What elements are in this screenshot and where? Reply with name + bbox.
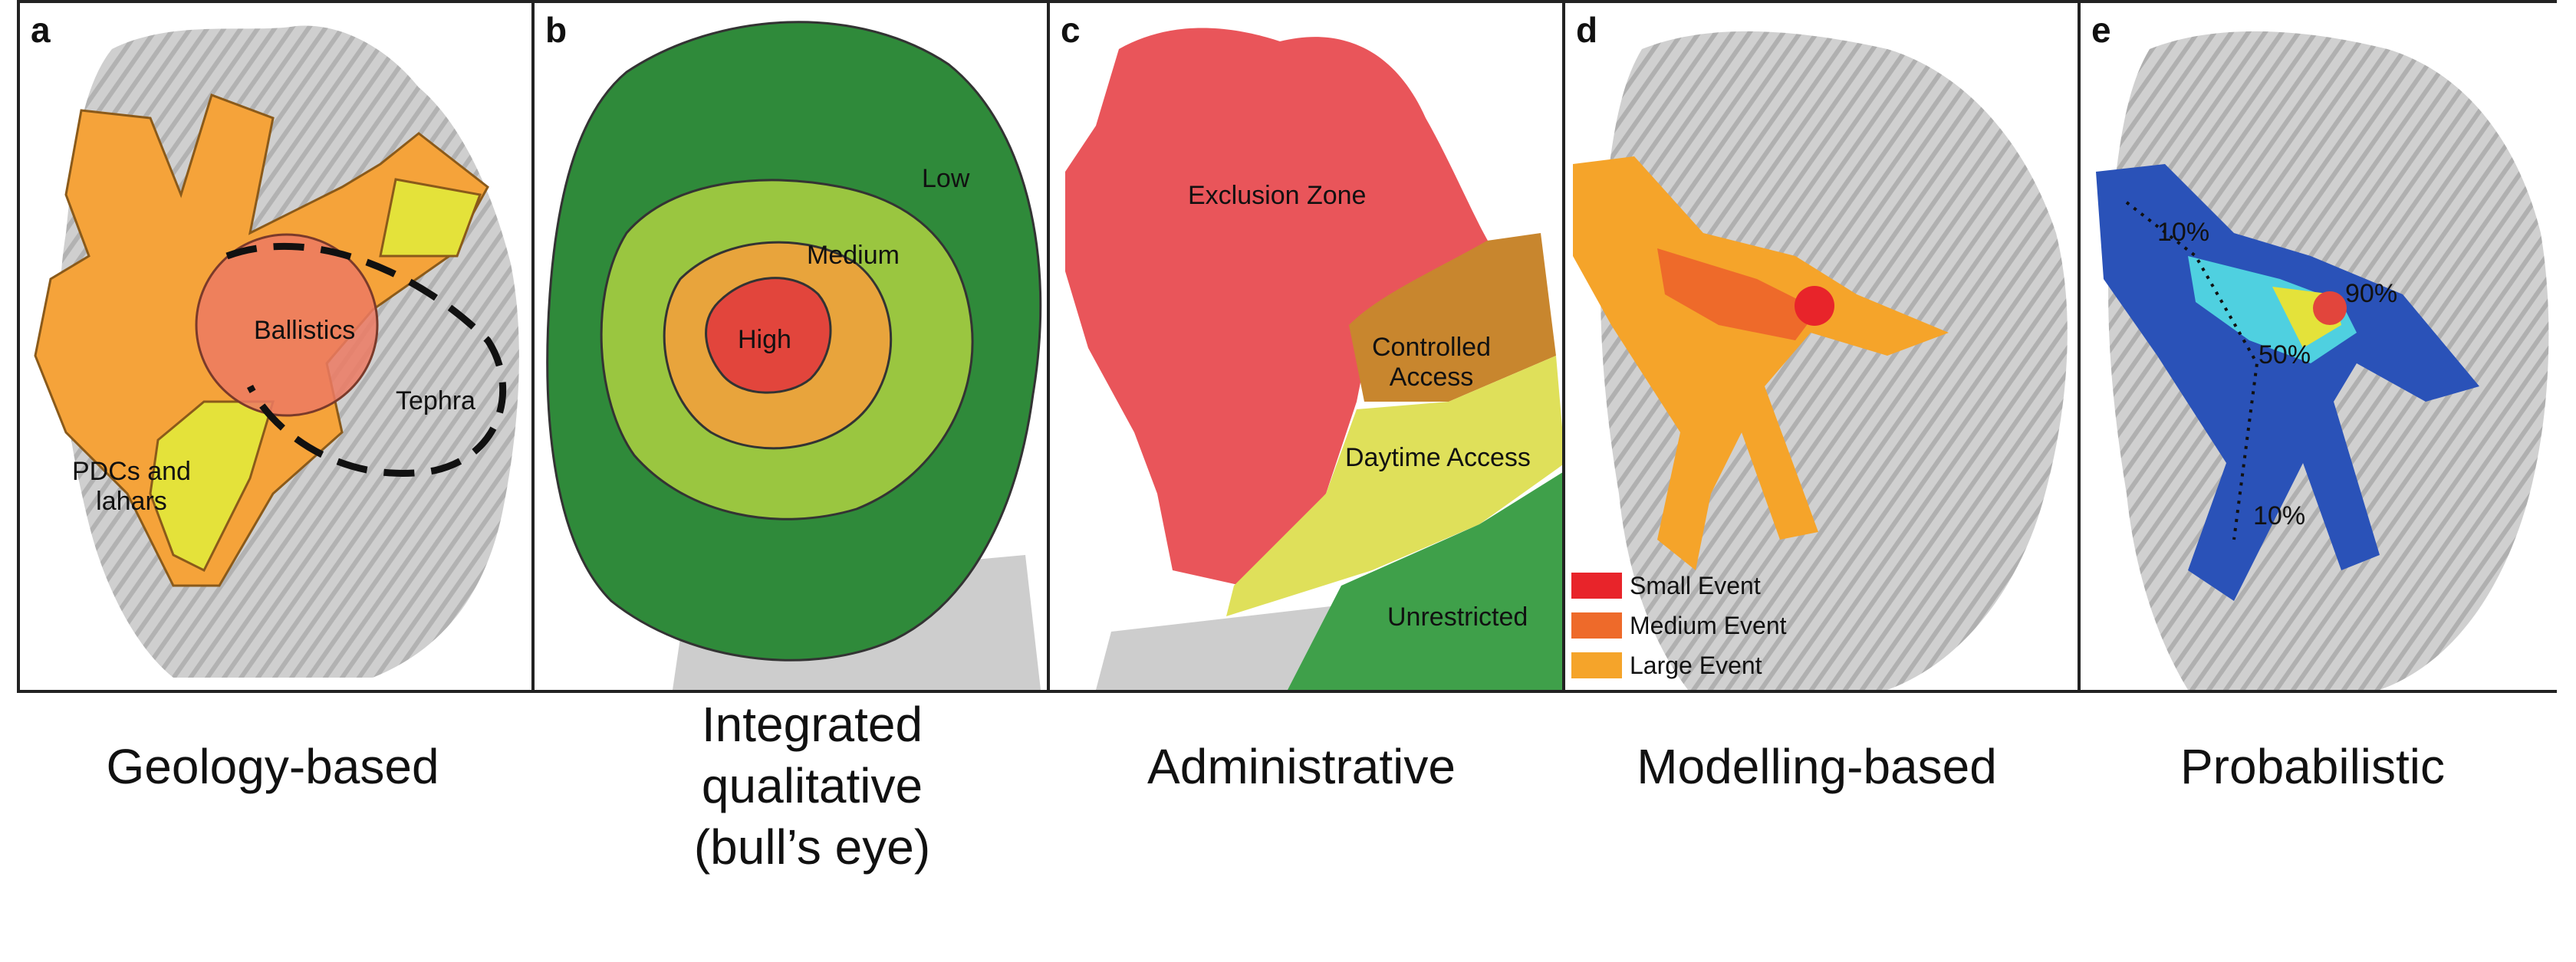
panel-b-bullseye: b Low Medium High bbox=[531, 3, 1050, 690]
high-label: High bbox=[738, 325, 791, 354]
unrestricted-label: Unrestricted bbox=[1387, 602, 1528, 632]
legend-label: Large Event bbox=[1630, 651, 1762, 679]
controlled-access-label: Controlled Access bbox=[1372, 333, 1491, 392]
p10-south-label: 10% bbox=[2253, 501, 2306, 530]
panel-b-map bbox=[546, 21, 1042, 690]
event-legend: Small Event Medium Event Large Event bbox=[1571, 566, 1787, 685]
panel-d-modelling: d Small Event Medium Event Large Event bbox=[1562, 3, 2081, 690]
exclusion-zone bbox=[1065, 28, 1502, 586]
panel-a-geology: a Ballistics Tephra PDCs and lahars bbox=[20, 3, 531, 690]
volcano-terrain bbox=[1601, 31, 2068, 690]
figure-frame: a Ballistics Tephra PDCs and lahars b Lo… bbox=[17, 0, 2557, 693]
pdcs-lahars-label: PDCs and lahars bbox=[72, 457, 191, 516]
legend-label: Small Event bbox=[1630, 571, 1761, 599]
panel-c-administrative: c Exclusion Zone Controlled Access Dayti… bbox=[1047, 3, 1565, 690]
caption-modelling: Modelling-based bbox=[1637, 739, 1997, 794]
probability-90pct-zone bbox=[2313, 291, 2347, 325]
legend-swatch bbox=[1571, 573, 1622, 599]
legend-item: Medium Event bbox=[1571, 606, 1787, 645]
lahar-yellow-zone bbox=[379, 178, 482, 258]
medium-label: Medium bbox=[807, 241, 900, 270]
panel-e-map bbox=[2096, 31, 2549, 690]
legend-item: Small Event bbox=[1571, 566, 1787, 606]
panel-a-letter: a bbox=[31, 10, 51, 50]
caption-administrative: Administrative bbox=[1147, 739, 1456, 794]
small-event-footprint bbox=[1795, 286, 1834, 326]
controlled-access-zone bbox=[1349, 233, 1556, 402]
ballistics-circle bbox=[195, 233, 379, 417]
p10-north-label: 10% bbox=[2157, 218, 2210, 247]
panel-a-map bbox=[34, 25, 519, 678]
contour-dots bbox=[2125, 201, 2259, 540]
panel-d-map bbox=[1573, 31, 2068, 690]
p50-label: 50% bbox=[2259, 340, 2311, 369]
caption-geology: Geology-based bbox=[106, 739, 439, 794]
high-hazard-zone bbox=[705, 277, 832, 394]
exclusion-zone-label: Exclusion Zone bbox=[1188, 181, 1367, 210]
panel-c-letter: c bbox=[1061, 10, 1081, 50]
medium-event-footprint bbox=[1657, 248, 1818, 340]
ballistics-label: Ballistics bbox=[254, 316, 356, 345]
panel-e-probabilistic: e 10% 90% 50% 10% bbox=[2078, 3, 2557, 690]
legend-swatch bbox=[1571, 652, 1622, 678]
daytime-access-zone bbox=[1226, 356, 1565, 616]
legend-label: Medium Event bbox=[1630, 611, 1787, 639]
low-label: Low bbox=[922, 164, 970, 193]
daytime-access-label: Daytime Access bbox=[1345, 443, 1531, 472]
caption-integrated: Integrated qualitative (bull’s eye) bbox=[693, 697, 931, 875]
panel-d-letter: d bbox=[1576, 10, 1598, 50]
caption-probabilistic: Probabilistic bbox=[2180, 739, 2446, 794]
panel-e-letter: e bbox=[2091, 10, 2111, 50]
legend-swatch bbox=[1571, 612, 1622, 639]
legend-item: Large Event bbox=[1571, 645, 1787, 685]
p90-label: 90% bbox=[2345, 279, 2398, 308]
panel-c-map bbox=[1065, 28, 1565, 690]
panel-b-letter: b bbox=[545, 10, 568, 50]
unrestricted-zone bbox=[1288, 471, 1565, 690]
tephra-dashed-ellipse bbox=[225, 242, 506, 477]
tephra-label: Tephra bbox=[396, 386, 475, 415]
